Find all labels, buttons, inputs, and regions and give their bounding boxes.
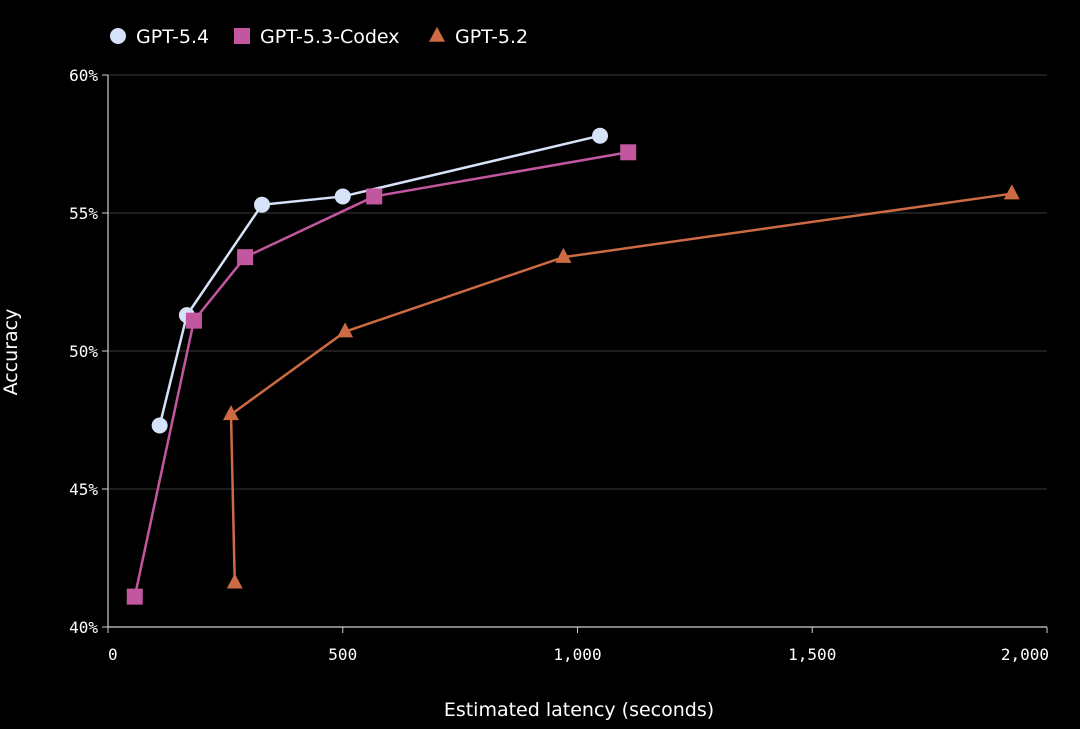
data-point-gpt-5-2 [223,405,240,421]
x-axis-title: Estimated latency (seconds) [444,699,714,721]
series-gpt-5-2 [223,184,1020,589]
x-tick-label: 2,000 [1001,645,1049,664]
legend-item-gpt-5-2: GPT-5.2 [429,26,528,48]
legend-item-gpt-5-3-codex: GPT-5.3-Codex [234,26,400,48]
series-lines [126,127,1020,605]
data-point-gpt-5-4 [592,127,609,144]
data-point-gpt-5-4 [151,417,168,434]
data-point-gpt-5-3-codex [620,144,637,161]
x-tick-label: 1,500 [788,645,836,664]
data-point-gpt-5-3-codex [185,312,202,329]
data-point-gpt-5-3-codex [366,188,383,205]
y-tick-label: 55% [69,204,98,223]
axes: 40% 45% 50% 55% 60% 0 500 1,000 1,500 2,000 [69,66,1049,664]
series-line-gpt-5-3-codex [133,151,629,597]
data-point-gpt-5-2 [555,247,572,263]
grid-lines [108,74,1047,490]
legend-item-gpt-5-4: GPT-5.4 [110,26,209,48]
series-gpt-5-3-codex [126,144,637,605]
data-point-gpt-5-3-codex [237,249,254,266]
x-tick-label: 1,000 [553,645,601,664]
y-axis-title: Accuracy [0,309,22,396]
series-gpt-5-4 [151,127,609,434]
legend-marker-gpt-5-4 [110,28,126,44]
x-tick-label: 500 [328,645,357,664]
y-tick-label: 45% [69,480,98,499]
legend-marker-gpt-5-3-codex [234,28,250,44]
data-point-gpt-5-2 [1003,184,1020,200]
data-point-gpt-5-2 [337,322,354,338]
legend-label-gpt-5-3-codex: GPT-5.3-Codex [260,26,400,48]
legend-marker-gpt-5-2 [429,26,445,42]
legend-label-gpt-5-2: GPT-5.2 [455,26,528,48]
legend: GPT-5.4 GPT-5.3-Codex GPT-5.2 [110,26,528,48]
y-tick-label: 40% [69,618,98,637]
data-point-gpt-5-3-codex [126,588,143,605]
data-point-gpt-5-4 [253,196,270,213]
data-point-gpt-5-2 [226,573,243,589]
series-line-gpt-5-2 [229,192,1012,583]
y-tick-label: 50% [69,342,98,361]
y-tick-label: 60% [69,66,98,85]
data-point-gpt-5-4 [334,188,351,205]
legend-label-gpt-5-4: GPT-5.4 [136,26,209,48]
x-tick-label: 0 [108,645,118,664]
